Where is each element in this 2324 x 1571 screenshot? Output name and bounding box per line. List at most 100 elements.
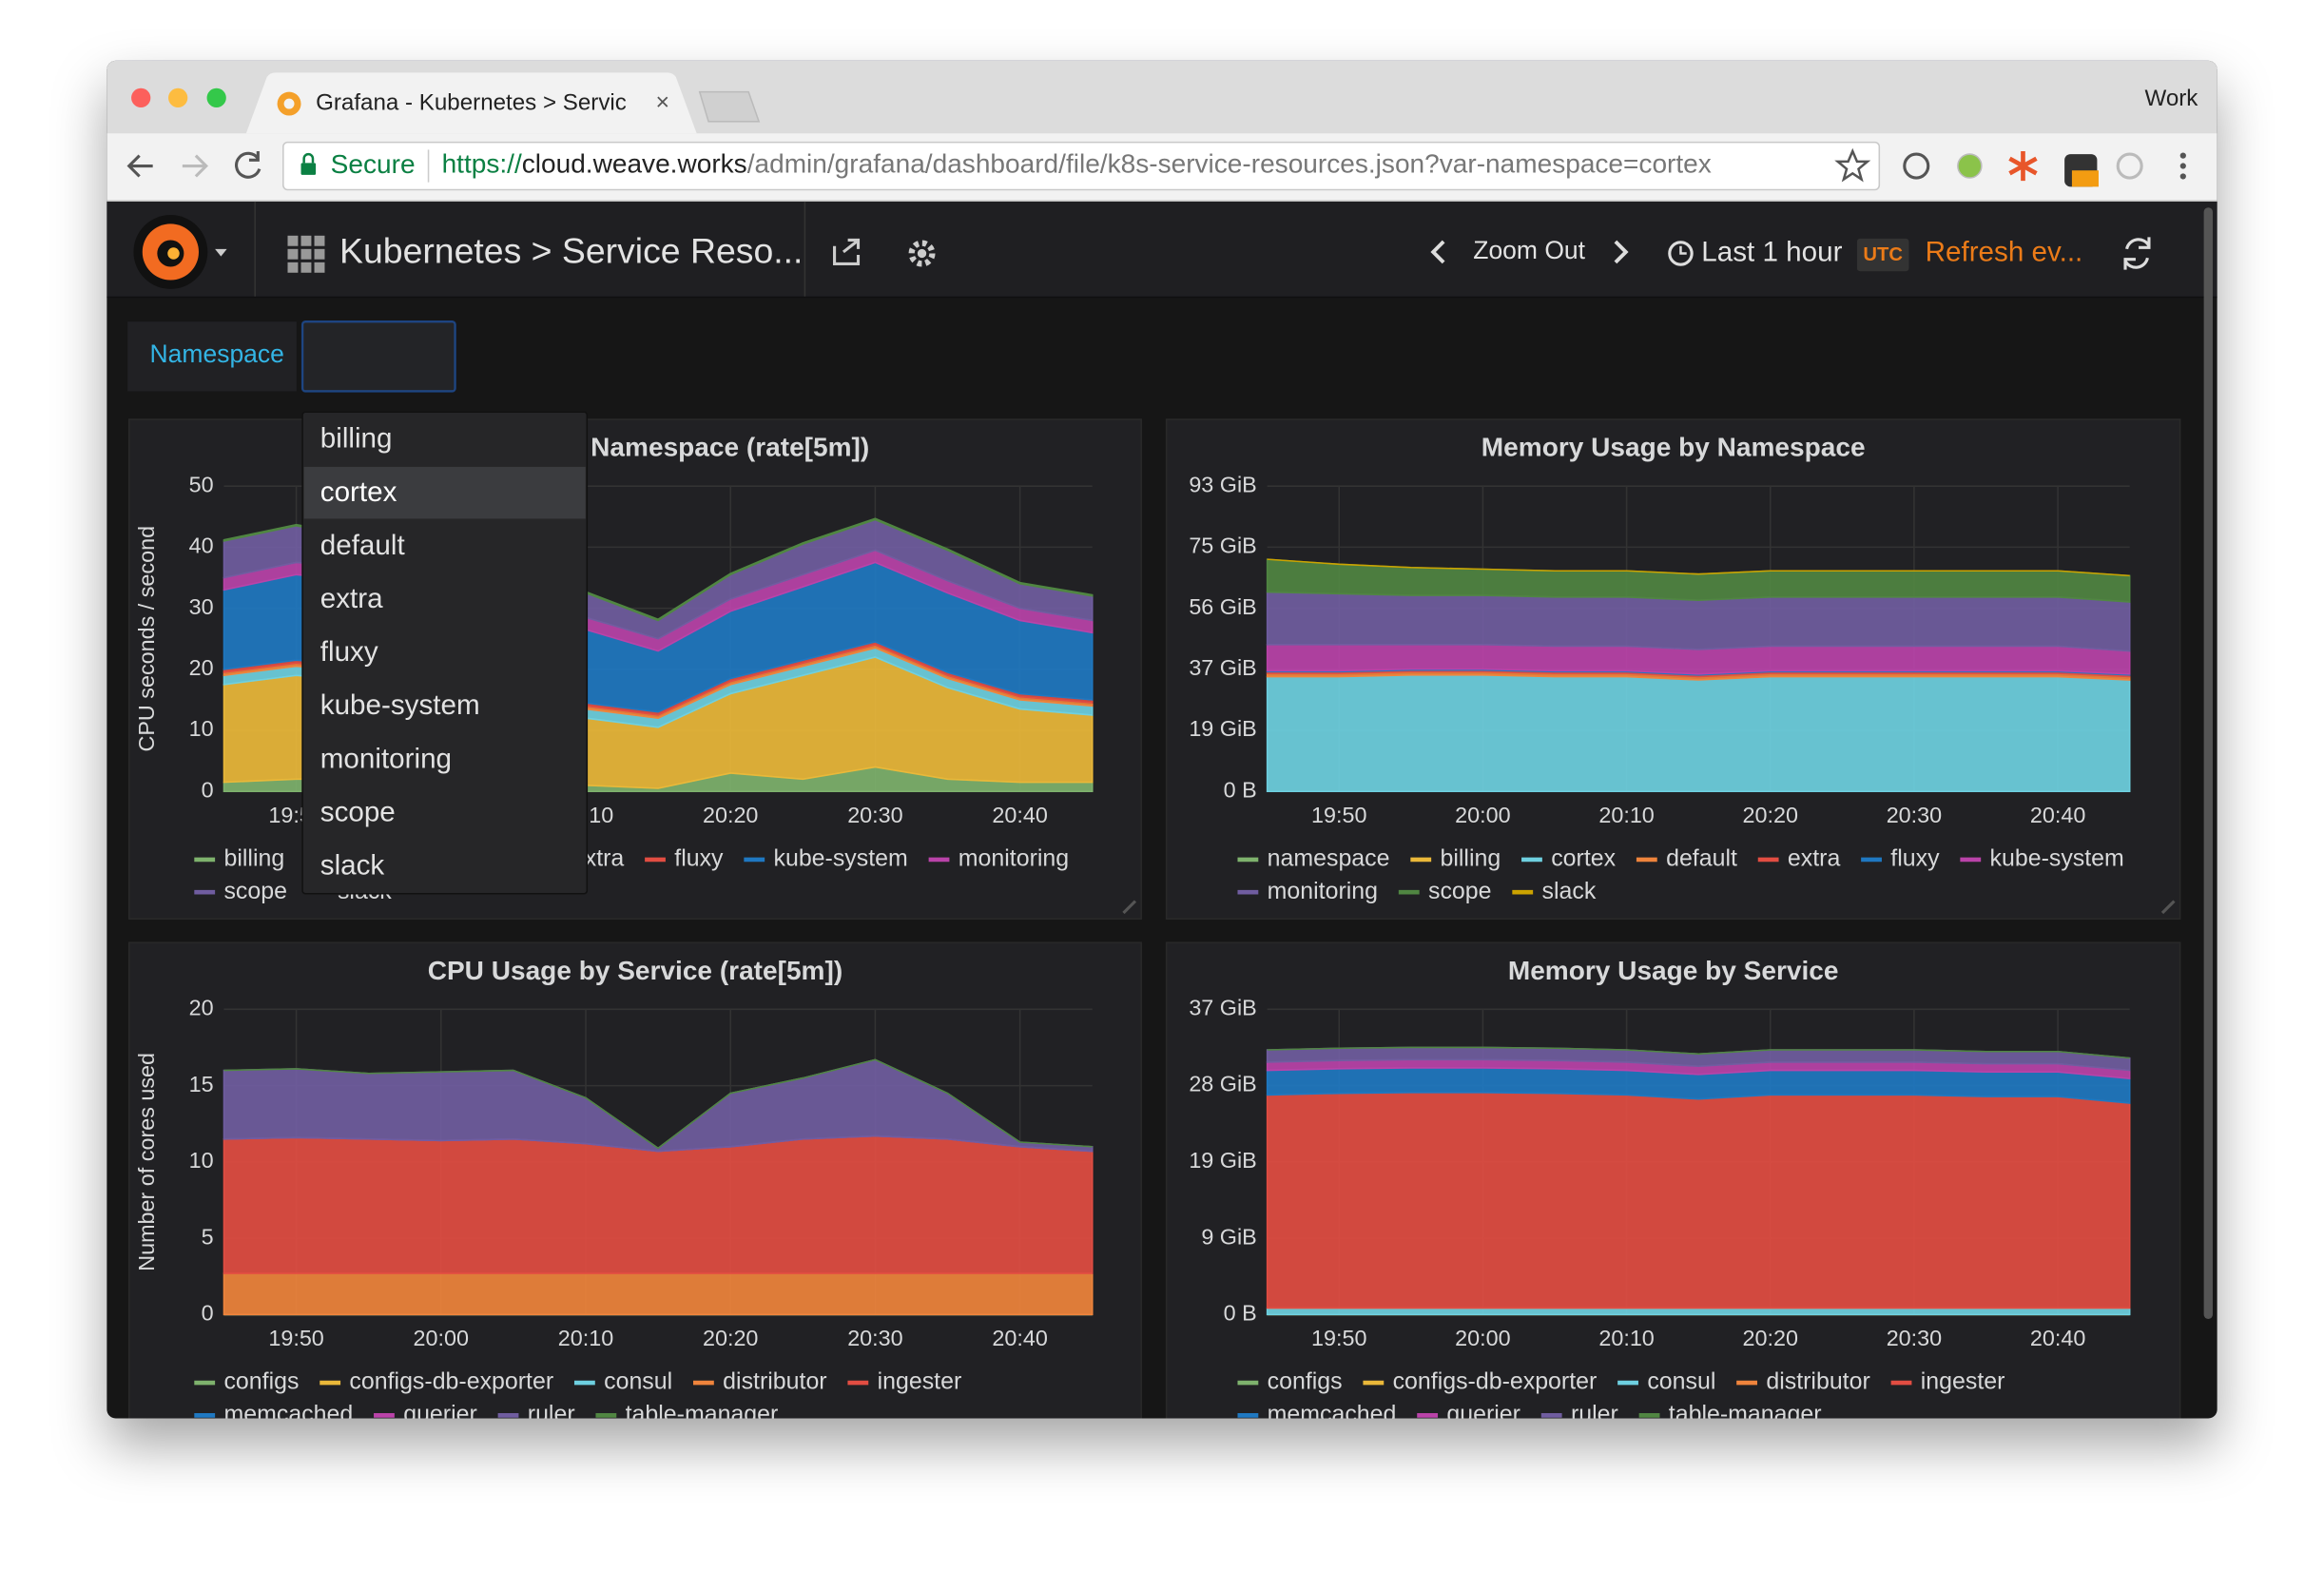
shift-forward-button[interactable] [1614, 240, 1629, 264]
settings-button[interactable] [908, 240, 936, 267]
legend-label[interactable]: consul [1647, 1368, 1715, 1395]
dashboard-title[interactable]: Kubernetes > Service Reso... [339, 230, 803, 270]
forward-button[interactable] [182, 154, 208, 178]
resize-handle [1123, 1428, 1134, 1440]
legend-label[interactable]: scope [223, 878, 287, 904]
legend-label[interactable]: fluxy [674, 845, 724, 872]
legend-label[interactable]: memcached [1268, 1401, 1397, 1427]
dropdown-option[interactable]: scope [320, 796, 396, 827]
dropdown-option[interactable]: billing [320, 423, 393, 455]
resize-handle [2162, 1428, 2174, 1440]
url: https://cloud.weave.works/admin/grafana/… [442, 149, 1712, 179]
dropdown-option[interactable]: slack [320, 850, 385, 882]
omnibox[interactable] [282, 141, 1881, 191]
dropdown-option[interactable]: extra [320, 583, 383, 614]
legend-label[interactable]: ruler [528, 1401, 575, 1427]
active-tab[interactable] [245, 72, 697, 134]
area [1266, 1092, 2131, 1309]
legend-label[interactable]: fluxy [1890, 845, 1940, 872]
window-content: Grafana - Kubernetes > Servic × Work Sec… [107, 60, 2217, 1440]
y-tick-label: 30 [189, 594, 214, 619]
legend-label[interactable]: billing [1441, 845, 1501, 872]
legend-label[interactable]: default [1666, 845, 1737, 872]
favicon-inner [283, 98, 295, 109]
refresh-button[interactable] [2123, 237, 2151, 270]
legend-label[interactable]: kube-system [774, 845, 908, 872]
x-tick-label: 20:20 [1743, 803, 1798, 827]
x-tick-label: 20:20 [1743, 1326, 1798, 1350]
y-tick-label: 37 GiB [1189, 655, 1256, 680]
legend-label[interactable]: memcached [223, 1401, 353, 1427]
legend-label[interactable]: namespace [1268, 845, 1390, 872]
legend-label[interactable]: cortex [1551, 845, 1616, 872]
legend-label[interactable]: querier [1446, 1401, 1520, 1427]
time-range[interactable]: Last 1 hour [1701, 236, 1842, 267]
legend-label[interactable]: ingester [878, 1368, 962, 1395]
y-tick-label: 75 GiB [1189, 533, 1256, 558]
profile-name: Work [2144, 86, 2198, 111]
legend-label[interactable]: extra [1788, 845, 1841, 872]
x-tick-label: 20:30 [847, 1326, 902, 1350]
dropdown-option[interactable]: kube-system [320, 689, 480, 721]
menu-dot[interactable] [2179, 152, 2186, 159]
legend-label[interactable]: monitoring [1268, 878, 1378, 904]
y-tick-label: 19 GiB [1189, 716, 1256, 741]
back-button[interactable] [126, 154, 153, 178]
scrollbar[interactable] [2203, 207, 2213, 1320]
shift-back-button[interactable] [1430, 240, 1445, 264]
legend-label[interactable]: scope [1428, 878, 1492, 904]
lock-shackle [302, 152, 315, 164]
area [1267, 1046, 2130, 1059]
dropdown-option[interactable]: default [320, 530, 406, 561]
y-tick-label: 5 [202, 1224, 214, 1249]
dropdown-option[interactable]: monitoring [320, 743, 452, 774]
legend-label[interactable]: ruler [1571, 1401, 1618, 1427]
legend-label[interactable]: table-manager [1669, 1401, 1822, 1427]
y-axis-label: Number of cores used [134, 1053, 159, 1271]
extension-1[interactable] [1903, 152, 1930, 180]
close-button[interactable] [131, 87, 151, 107]
x-tick-label: 20:00 [414, 1326, 469, 1350]
share-button[interactable] [833, 238, 861, 265]
area [223, 1272, 1094, 1316]
dashboard-icon [287, 235, 325, 273]
variable-input[interactable] [300, 320, 456, 393]
legend-label[interactable]: table-manager [626, 1401, 779, 1427]
legend-label[interactable]: consul [604, 1368, 672, 1395]
legend-label[interactable]: configs-db-exporter [1393, 1368, 1598, 1395]
new-tab[interactable] [698, 90, 761, 123]
dropdown-option[interactable]: fluxy [320, 636, 378, 668]
legend-label[interactable]: monitoring [959, 845, 1069, 872]
legend-label[interactable]: distributor [723, 1368, 826, 1395]
reload-button[interactable] [235, 150, 261, 179]
legend-label[interactable]: ingester [1921, 1368, 2005, 1395]
extension-2[interactable] [1957, 153, 1983, 179]
extension-3[interactable] [2008, 150, 2038, 182]
x-tick-label: 20:10 [1598, 1326, 1654, 1350]
legend-label[interactable]: kube-system [1990, 845, 2124, 872]
legend-label[interactable]: querier [403, 1401, 477, 1427]
logo-caret[interactable] [215, 248, 227, 257]
area [1266, 674, 2131, 793]
y-tick-label: 93 GiB [1189, 472, 1256, 496]
tab-close[interactable]: × [656, 89, 670, 116]
dropdown-option[interactable]: cortex [320, 476, 397, 508]
legend-label[interactable]: configs-db-exporter [349, 1368, 553, 1395]
x-tick-label: 20:00 [1455, 1326, 1510, 1350]
legend-label[interactable]: configs [1268, 1368, 1343, 1395]
refresh-interval[interactable]: Refresh ev... [1926, 236, 2083, 267]
minimize-button[interactable] [168, 87, 188, 107]
legend-label[interactable]: billing [223, 845, 284, 872]
legend-label[interactable]: distributor [1766, 1368, 1869, 1395]
bookmark-star[interactable] [1834, 147, 1871, 183]
x-tick-label: 20:30 [1887, 803, 1942, 827]
zoom-button[interactable] [206, 87, 226, 107]
y-axis-label: CPU seconds / second [134, 526, 159, 752]
legend-label[interactable]: slack [1542, 878, 1597, 904]
zoom-out-button[interactable]: Zoom Out [1473, 236, 1585, 264]
y-tick-label: 28 GiB [1189, 1072, 1256, 1096]
legend-label[interactable]: configs [223, 1368, 299, 1395]
extension-5[interactable] [2116, 152, 2143, 180]
area [1266, 1307, 2131, 1316]
